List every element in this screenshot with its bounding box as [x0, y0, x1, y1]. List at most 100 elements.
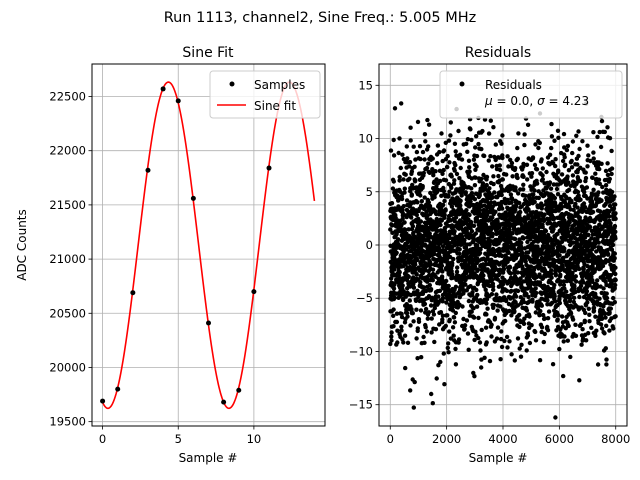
residual-point [424, 165, 430, 171]
residual-point [597, 296, 602, 301]
residual-point [570, 139, 576, 144]
residual-point [409, 215, 414, 220]
residual-point [413, 178, 418, 183]
sine-fit-xlabel: Sample # [179, 451, 238, 465]
residual-point [605, 125, 610, 130]
residual-point [601, 304, 606, 309]
residuals-x-tick-label: 6000 [545, 432, 574, 446]
residual-point [472, 183, 478, 188]
residual-point [560, 158, 566, 164]
residual-point [401, 340, 406, 345]
residual-point [395, 237, 401, 242]
residual-point [435, 143, 441, 148]
residual-point [439, 263, 445, 268]
residual-point [540, 224, 545, 230]
residual-point [418, 280, 423, 285]
residual-point [479, 365, 484, 370]
residual-point [510, 231, 515, 236]
sine-fit-x-tick-label: 10 [247, 432, 262, 446]
residual-point [505, 345, 510, 350]
residual-point [452, 320, 458, 325]
residual-point [423, 325, 428, 330]
residual-point [521, 187, 526, 192]
residual-point [607, 310, 612, 315]
residual-point [445, 345, 450, 351]
legend-samples-marker [229, 81, 235, 87]
residual-point [399, 101, 404, 106]
residual-point [447, 189, 452, 194]
residuals-y-tick-label: 10 [358, 132, 373, 146]
residual-point [465, 149, 470, 154]
residuals-title: Residuals [465, 45, 531, 61]
residual-point [609, 171, 614, 177]
residual-point [515, 270, 520, 275]
residual-point [496, 173, 501, 179]
residual-point [545, 240, 550, 246]
residual-point [456, 128, 461, 134]
residual-point [583, 170, 588, 175]
residual-point [391, 313, 396, 318]
residual-point [410, 182, 415, 188]
sample-point [100, 398, 106, 404]
residual-point [552, 294, 557, 299]
residual-point [577, 378, 582, 383]
residual-point [604, 323, 609, 328]
residual-point [600, 184, 605, 190]
residual-point [476, 315, 481, 321]
residual-point [553, 415, 558, 420]
residual-point [542, 212, 547, 217]
residual-point [465, 137, 471, 142]
residual-point [394, 250, 399, 255]
residual-point [597, 222, 602, 227]
residual-point [599, 198, 604, 203]
residual-point [389, 276, 394, 281]
residual-point [469, 191, 475, 196]
residual-point [549, 271, 554, 277]
residual-point [574, 279, 579, 284]
residual-point [388, 341, 393, 347]
residual-point [613, 282, 618, 288]
residual-point [432, 339, 437, 345]
residual-point [414, 212, 419, 218]
residual-point [475, 292, 480, 298]
residual-point [597, 181, 602, 186]
residual-point [565, 226, 570, 231]
residual-point [571, 207, 576, 213]
residual-point [578, 197, 583, 202]
residual-point [457, 251, 462, 256]
residual-point [518, 209, 523, 215]
residual-point [523, 193, 528, 198]
residual-point [413, 298, 419, 303]
residual-point [612, 256, 617, 261]
residual-point [566, 323, 571, 329]
residual-point [532, 162, 538, 168]
residual-point [482, 235, 487, 241]
residual-point [594, 328, 599, 333]
residual-point [549, 121, 554, 127]
residual-point [450, 308, 456, 313]
residual-point [587, 312, 592, 317]
residual-point [471, 157, 477, 162]
residual-point [410, 224, 416, 229]
sine-fit-y-tick-label: 21000 [49, 252, 86, 266]
residual-point [419, 355, 424, 360]
residual-point [484, 340, 489, 345]
residual-point [603, 315, 608, 320]
residual-point [471, 315, 477, 320]
residual-point [575, 162, 580, 167]
residual-point [513, 203, 519, 208]
residual-point [397, 136, 402, 141]
residual-point [392, 282, 397, 287]
residual-point [466, 158, 472, 163]
residual-point [524, 348, 529, 353]
residual-point [442, 382, 447, 387]
residual-point [555, 128, 561, 133]
residuals-y-tick-label: 15 [358, 78, 373, 92]
residual-point [500, 206, 505, 211]
residual-point [476, 141, 481, 147]
residual-point [411, 285, 417, 290]
residual-point [604, 357, 609, 362]
residual-point [565, 174, 570, 179]
residual-point [556, 313, 561, 318]
residual-point [473, 231, 479, 236]
